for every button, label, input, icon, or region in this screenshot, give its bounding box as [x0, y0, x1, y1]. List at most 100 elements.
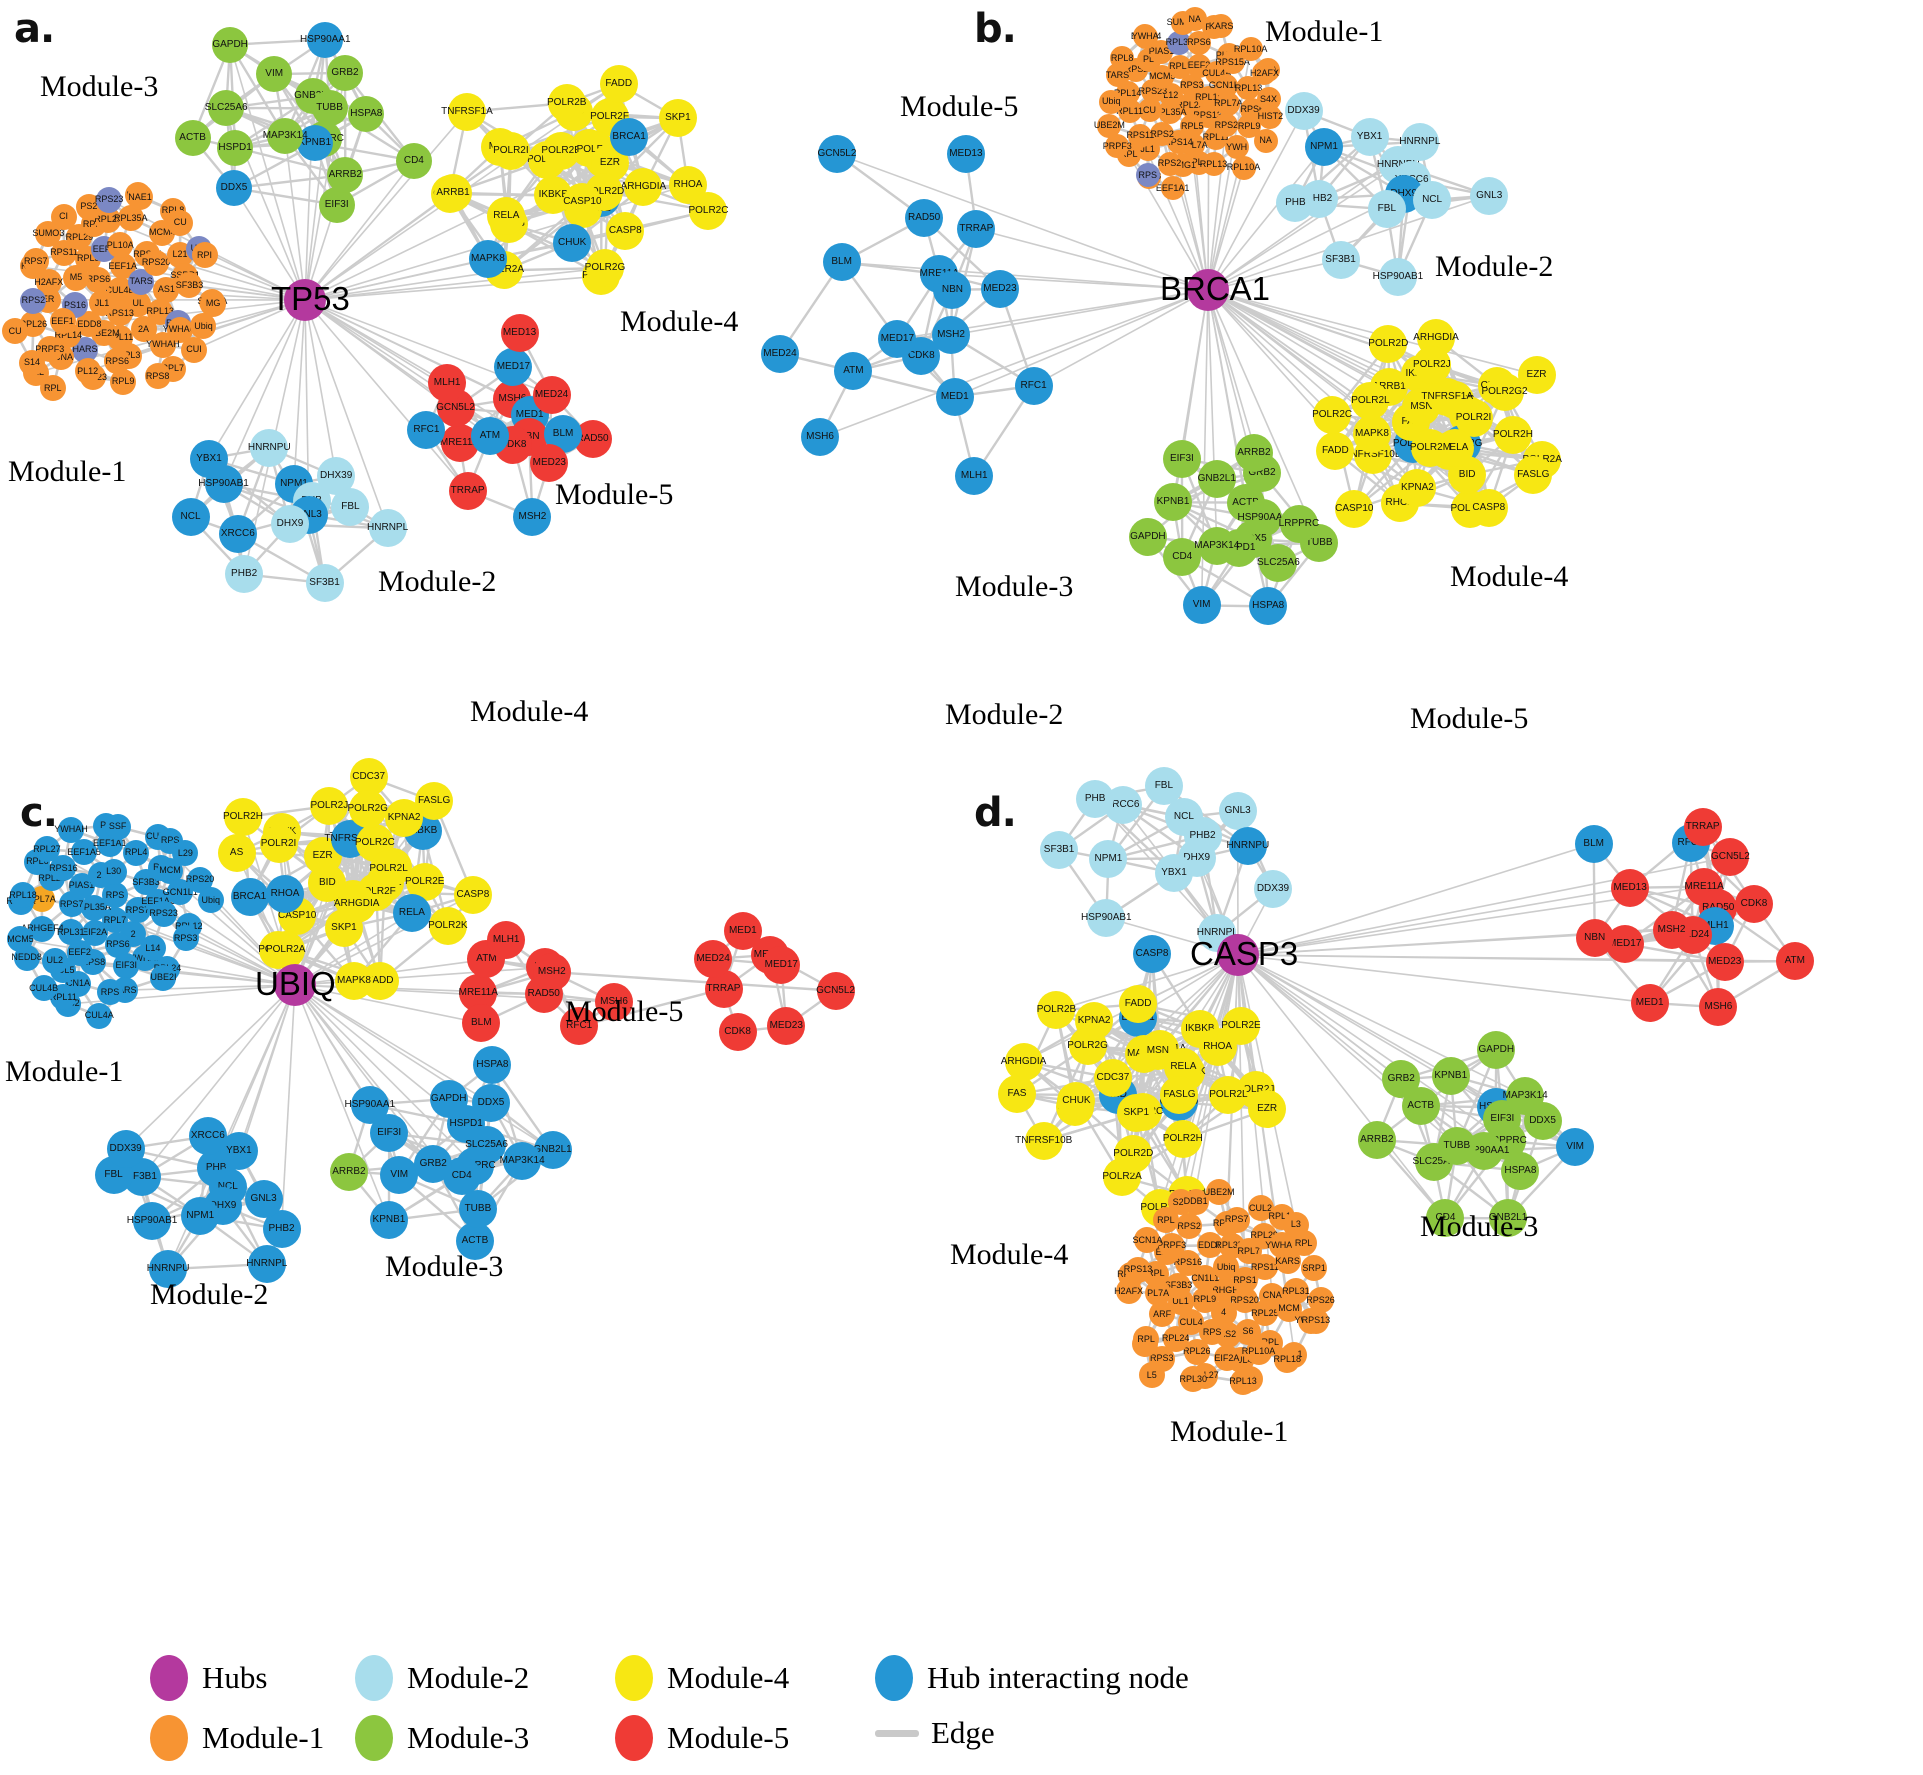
panel-c-module-4-node-brca1[interactable]: BRCA1 [230, 877, 269, 916]
panel-d-module-1-node-55[interactable]: RPL [1290, 1230, 1317, 1257]
panel-b-module-3-node-gnb2l1[interactable]: GNB2L1 [1198, 460, 1236, 499]
panel-c-module-2-node-gnl3[interactable]: GNL3 [244, 1180, 283, 1219]
panel-b-module-2-node-hsp90ab1[interactable]: HSP90AB1 [1373, 257, 1423, 296]
panel-a-module-3-node-hspd1[interactable]: HSPD1 [217, 129, 254, 166]
panel-b-module-3-node-cd4[interactable]: CD4 [1163, 537, 1202, 576]
panel-b-module-2-node-hnrnpl[interactable]: HNRNPL [1399, 122, 1440, 161]
panel-b-module-3-node-eif3i[interactable]: EIF3I [1162, 439, 1201, 478]
panel-d-module-2-node-hnrnpu[interactable]: HNRNPU [1226, 827, 1269, 866]
panel-a-module-4-node-fadd[interactable]: FADD [599, 65, 638, 104]
panel-d-hub-casp3[interactable] [1217, 934, 1259, 976]
panel-b-module-5-node-med13[interactable]: MED13 [946, 134, 985, 173]
panel-a-module-5-node-med24[interactable]: MED24 [532, 375, 571, 414]
panel-b-module-5-node-med24[interactable]: MED24 [760, 334, 799, 373]
panel-a-module-1-node-52[interactable]: NAE1 [127, 184, 154, 210]
panel-a-module-4-node-chuk[interactable]: CHUK [553, 223, 592, 262]
panel-d-module-3-node-arrb2[interactable]: ARRB2 [1357, 1120, 1396, 1159]
panel-c-module-3-node-map3k14[interactable]: MAP3K14 [500, 1141, 545, 1180]
panel-a-module-2-node-sf3b1[interactable]: SF3B1 [305, 564, 344, 602]
panel-c-module-1-node-18[interactable]: RPS23 [149, 900, 178, 927]
panel-c-module-3-node-vim[interactable]: VIM [380, 1155, 419, 1194]
panel-c-module-4-node-as[interactable]: AS [217, 833, 256, 872]
panel-a-module-2-node-ybx1[interactable]: YBX1 [190, 439, 229, 478]
panel-b-module-4-node-polr2h[interactable]: POLR2H [1493, 416, 1533, 455]
panel-b-module-1-node-54[interactable]: RPL10A [1234, 37, 1267, 62]
panel-d-module-5-node-med13[interactable]: MED13 [1611, 868, 1650, 907]
panel-d-module-5-node-gcn5l2[interactable]: GCN5L2 [1711, 837, 1750, 876]
panel-d-module-1-node-50[interactable]: DDB1 [1182, 1188, 1209, 1215]
panel-a-module-4-node-tnfrsf1a[interactable]: TNFRSF1A [441, 92, 493, 131]
panel-c-module-3-node-hsp90aa1[interactable]: HSP90AA1 [344, 1085, 395, 1124]
panel-d-module-1-node-61[interactable]: RPL18 [1273, 1346, 1301, 1373]
panel-a-module-3-node-tubb[interactable]: TUBB [311, 90, 348, 127]
panel-b-module-2-node-sf3b1[interactable]: SF3B1 [1321, 241, 1360, 280]
panel-b-module-4-node-polr2g2[interactable]: POLR2G2 [1481, 373, 1528, 412]
panel-d-module-4-node-kpna2[interactable]: KPNA2 [1075, 1001, 1114, 1040]
panel-a-module-2-node-xrcc6[interactable]: XRCC6 [218, 514, 257, 553]
panel-c-module-4-node-casp8[interactable]: CASP8 [453, 875, 492, 914]
panel-d-module-5-node-trrap[interactable]: TRRAP [1683, 808, 1722, 847]
panel-c-module-5a-node-blm[interactable]: BLM [462, 1004, 501, 1043]
panel-b-module-1-node-39[interactable]: EEF1A1 [1156, 176, 1189, 201]
panel-b-module-1-node-22[interactable]: RPS2 [1157, 151, 1182, 176]
panel-c-module-1-node-15[interactable]: L30 [100, 858, 127, 885]
panel-d-module-4-node-tnfrsf10b[interactable]: TNFRSF10B [1015, 1121, 1072, 1160]
panel-c-module-3-node-gapdh[interactable]: GAPDH [429, 1079, 468, 1118]
panel-c-module-2-node-hsp90ab1[interactable]: HSP90AB1 [127, 1201, 177, 1240]
panel-c-module-1-node-49[interactable]: YWHAH [54, 816, 88, 843]
panel-c-module-1-node-51[interactable]: SSF [104, 813, 131, 840]
panel-b-module-2-node-ddx39[interactable]: DDX39 [1284, 92, 1323, 131]
panel-d-module-5-node-cdk8[interactable]: CDK8 [1734, 884, 1773, 923]
panel-d-module-2-node-phb[interactable]: PHB [1076, 779, 1115, 818]
panel-d-module-5-node-med23[interactable]: MED23 [1705, 942, 1744, 981]
panel-c-module-5a-node-rad50[interactable]: RAD50 [524, 974, 563, 1013]
panel-b-hub-brca1[interactable] [1187, 269, 1229, 311]
panel-c-module-4-node-rela[interactable]: RELA [392, 893, 431, 932]
panel-c-module-2-node-ddx39[interactable]: DDX39 [106, 1129, 145, 1168]
panel-b-module-4-node-faslg[interactable]: FASLG [1514, 455, 1553, 494]
panel-c-module-1-node-31[interactable]: RPL4 [123, 839, 150, 866]
panel-b-module-5-node-rfc1[interactable]: RFC1 [1014, 366, 1053, 405]
panel-c-module-1-node-48[interactable]: RPL27 [33, 836, 61, 863]
panel-a-module-4-node-polr2c[interactable]: POLR2C [688, 191, 728, 230]
panel-d-module-2-node-sf3b1[interactable]: SF3B1 [1040, 830, 1079, 869]
panel-c-module-1-node-39[interactable]: CUL4A [85, 1002, 114, 1029]
panel-b-module-3-node-lrpprc[interactable]: LRPPRC [1279, 504, 1319, 543]
panel-d-module-1-node-31[interactable]: RPS7 [1223, 1206, 1250, 1233]
panel-d-module-2-node-ybx1[interactable]: YBX1 [1155, 854, 1194, 893]
panel-a-module-1-node-44[interactable]: RPS2 [20, 287, 47, 314]
panel-c-module-1-node-46[interactable]: RPL18 [9, 882, 37, 909]
panel-d-module-1-node-21[interactable]: EIF2A [1213, 1345, 1240, 1372]
panel-c-module-5b-node-med1[interactable]: MED1 [723, 911, 762, 950]
panel-d-module-1-node-64[interactable]: L5 [1138, 1362, 1165, 1389]
panel-d-module-3-node-hspa8[interactable]: HSPA8 [1501, 1151, 1540, 1190]
panel-b-module-1-node-60[interactable]: RPL10A [1227, 155, 1260, 180]
panel-a-module-1-node-62[interactable]: RPS8 [144, 363, 171, 390]
panel-c-module-1-node-36[interactable]: RPS3 [172, 925, 199, 952]
panel-a-module-3-node-hsp90aa1[interactable]: HSP90AA1 [300, 21, 351, 58]
panel-c-module-1-node-42[interactable]: CUL4B [29, 975, 58, 1001]
panel-a-module-1-node-40[interactable]: PL12 [74, 358, 101, 385]
panel-a-module-5-node-atm[interactable]: ATM [470, 417, 509, 456]
panel-a-module-1-node-66[interactable]: S14 [19, 349, 46, 376]
panel-b-module-5-node-gcn5l2[interactable]: GCN5L2 [818, 134, 856, 173]
panel-c-module-5b-node-med24[interactable]: MED24 [694, 939, 733, 978]
panel-c-module-5b-node-med17[interactable]: MED17 [762, 945, 801, 984]
panel-d-module-5-node-atm[interactable]: ATM [1775, 942, 1814, 981]
panel-d-module-4-node-polr2d[interactable]: POLR2D [1113, 1134, 1153, 1173]
panel-d-module-1-node-63[interactable]: RPL13 [1229, 1368, 1257, 1395]
panel-b-module-2-node-phb[interactable]: PHB [1276, 183, 1315, 222]
panel-b-module-5-node-med1[interactable]: MED1 [935, 377, 974, 416]
panel-d-module-1-node-28[interactable]: PRPF3 [1157, 1232, 1186, 1259]
panel-b-module-1-node-59[interactable]: NA [1253, 128, 1278, 153]
panel-c-module-1-node-24[interactable]: UL2 [41, 947, 68, 974]
panel-c-module-5b-node-cdk8[interactable]: CDK8 [718, 1012, 757, 1051]
panel-b-module-1-node-44[interactable]: UBE2M [1094, 113, 1125, 138]
panel-b-module-2-node-ybx1[interactable]: YBX1 [1350, 118, 1389, 157]
panel-b-module-1-node-41[interactable]: RPS [1135, 163, 1160, 188]
panel-a-module-5-node-med23[interactable]: MED23 [530, 443, 569, 482]
panel-a-module-3-node-ddx5[interactable]: DDX5 [216, 170, 252, 207]
panel-c-module-1-node-38[interactable]: UBE2I [150, 964, 176, 991]
panel-c-module-3-node-tubb[interactable]: TUBB [458, 1190, 497, 1229]
panel-c-module-4-node-polr2i[interactable]: POLR2I [259, 825, 298, 864]
